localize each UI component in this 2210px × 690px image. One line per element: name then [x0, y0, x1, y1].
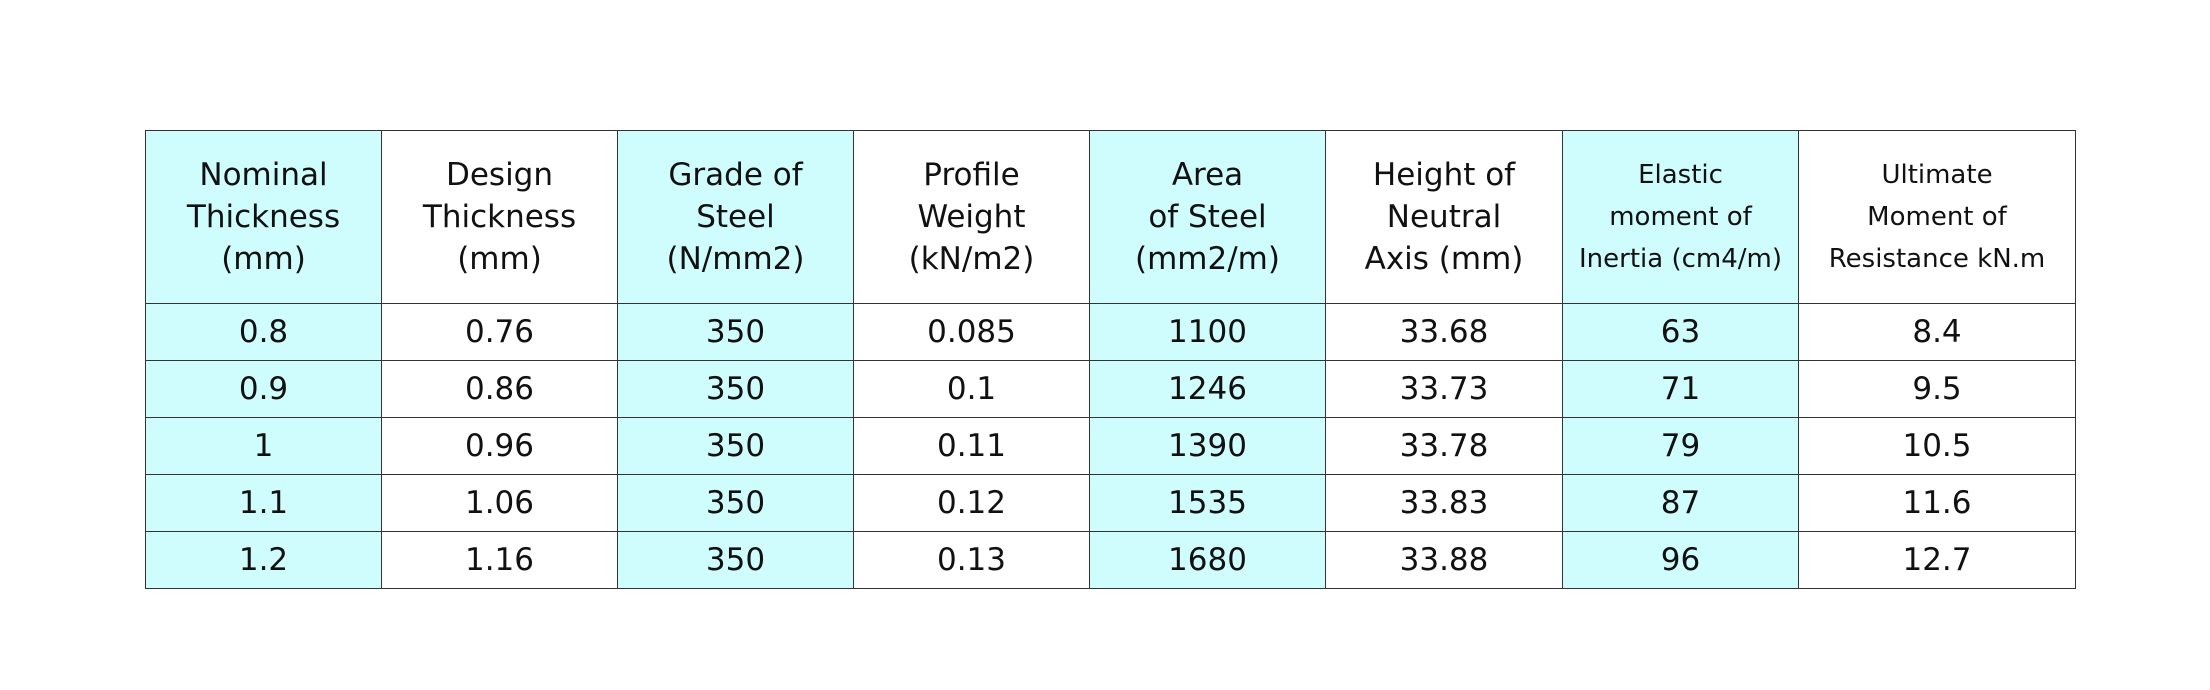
header-line: Height of [1372, 157, 1516, 193]
header-cell: Design Thickness (mm) [381, 130, 618, 304]
header-cell: Area of Steel (mm2/m) [1089, 130, 1326, 304]
table-cell: 1680 [1089, 531, 1326, 589]
header-line: moment of [1609, 202, 1752, 232]
table-cell: 350 [617, 474, 854, 532]
table-cell: 71 [1562, 360, 1799, 418]
table-cell: 33.73 [1325, 360, 1563, 418]
header-cell: Profile Weight (kN/m2) [853, 130, 1090, 304]
table-cell: 0.9 [145, 360, 382, 418]
table-cell: 0.1 [853, 360, 1090, 418]
table-cell: 1.06 [381, 474, 618, 532]
table-row: 0.8 0.76 350 0.085 1100 33.68 63 8.4 [145, 303, 2076, 361]
header-line: Neutral [1386, 199, 1502, 235]
table-cell: 33.83 [1325, 474, 1563, 532]
header-line: Thickness [186, 199, 341, 235]
table-cell: 350 [617, 417, 854, 475]
header-cell: Elastic moment of Inertia (cm4/m) [1562, 130, 1799, 304]
header-cell: Grade of Steel (N/mm2) [617, 130, 854, 304]
table-cell: 12.7 [1798, 531, 2076, 589]
table-cell: 63 [1562, 303, 1799, 361]
table-cell: 11.6 [1798, 474, 2076, 532]
table-row: 0.9 0.86 350 0.1 1246 33.73 71 9.5 [145, 360, 2076, 418]
table-cell: 1 [145, 417, 382, 475]
table-cell: 33.68 [1325, 303, 1563, 361]
header-line: Thickness [422, 199, 577, 235]
table-row: 1 0.96 350 0.11 1390 33.78 79 10.5 [145, 417, 2076, 475]
table-cell: 9.5 [1798, 360, 2076, 418]
header-cell: Height of Neutral Axis (mm) [1325, 130, 1563, 304]
table-cell: 350 [617, 531, 854, 589]
table-cell: 8.4 [1798, 303, 2076, 361]
table-cell: 0.96 [381, 417, 618, 475]
header-line: Moment of [1867, 202, 2007, 232]
header-cell: Ultimate Moment of Resistance kN.m [1798, 130, 2076, 304]
header-line: Profile [923, 157, 1020, 193]
table-cell: 0.86 [381, 360, 618, 418]
header-line: Resistance kN.m [1828, 244, 2046, 274]
table-cell: 0.13 [853, 531, 1090, 589]
table-cell: 1.1 [145, 474, 382, 532]
header-line: Area [1171, 157, 1244, 193]
table-cell: 0.12 [853, 474, 1090, 532]
data-table: Nominal Thickness (mm) Design Thickness (mm) G… [145, 130, 2076, 589]
header-line: of Steel [1148, 199, 1267, 235]
header-line: (mm2/m) [1135, 241, 1280, 277]
table-body: 0.8 0.76 350 0.085 1100 33.68 63 8.4 0.9 0.86 350 0… [145, 303, 2076, 589]
header-line: Nominal [199, 157, 328, 193]
header-line: Elastic [1638, 160, 1723, 190]
header-line: Steel [696, 199, 775, 235]
table-cell: 350 [617, 360, 854, 418]
header-row: Nominal Thickness (mm) Design Thickness (mm) G… [145, 130, 2076, 304]
header-line: (mm) [457, 241, 542, 277]
table-cell: 1.16 [381, 531, 618, 589]
table-cell: 10.5 [1798, 417, 2076, 475]
table-row: 1.2 1.16 350 0.13 1680 33.88 96 12.7 [145, 531, 2076, 589]
header-line: (kN/m2) [908, 241, 1035, 277]
header-line: Axis (mm) [1364, 241, 1524, 277]
table-cell: 79 [1562, 417, 1799, 475]
table-cell: 0.8 [145, 303, 382, 361]
table-cell: 87 [1562, 474, 1799, 532]
header-line: Inertia (cm4/m) [1579, 244, 1782, 274]
table-cell: 33.88 [1325, 531, 1563, 589]
table-cell: 0.76 [381, 303, 618, 361]
header-line: Ultimate [1881, 160, 1993, 190]
header-line: Design [445, 157, 554, 193]
header-line: Weight [917, 199, 1026, 235]
table-cell: 33.78 [1325, 417, 1563, 475]
header-line: (N/mm2) [666, 241, 805, 277]
table-cell: 0.11 [853, 417, 1090, 475]
table-cell: 350 [617, 303, 854, 361]
table-row: 1.1 1.06 350 0.12 1535 33.83 87 11.6 [145, 474, 2076, 532]
table-cell: 1535 [1089, 474, 1326, 532]
table-cell: 96 [1562, 531, 1799, 589]
header-cell: Nominal Thickness (mm) [145, 130, 382, 304]
table-cell: 1100 [1089, 303, 1326, 361]
header-line: (mm) [221, 241, 306, 277]
table-cell: 0.085 [853, 303, 1090, 361]
table-cell: 1.2 [145, 531, 382, 589]
table-cell: 1390 [1089, 417, 1326, 475]
table-cell: 1246 [1089, 360, 1326, 418]
header-line: Grade of [668, 157, 803, 193]
